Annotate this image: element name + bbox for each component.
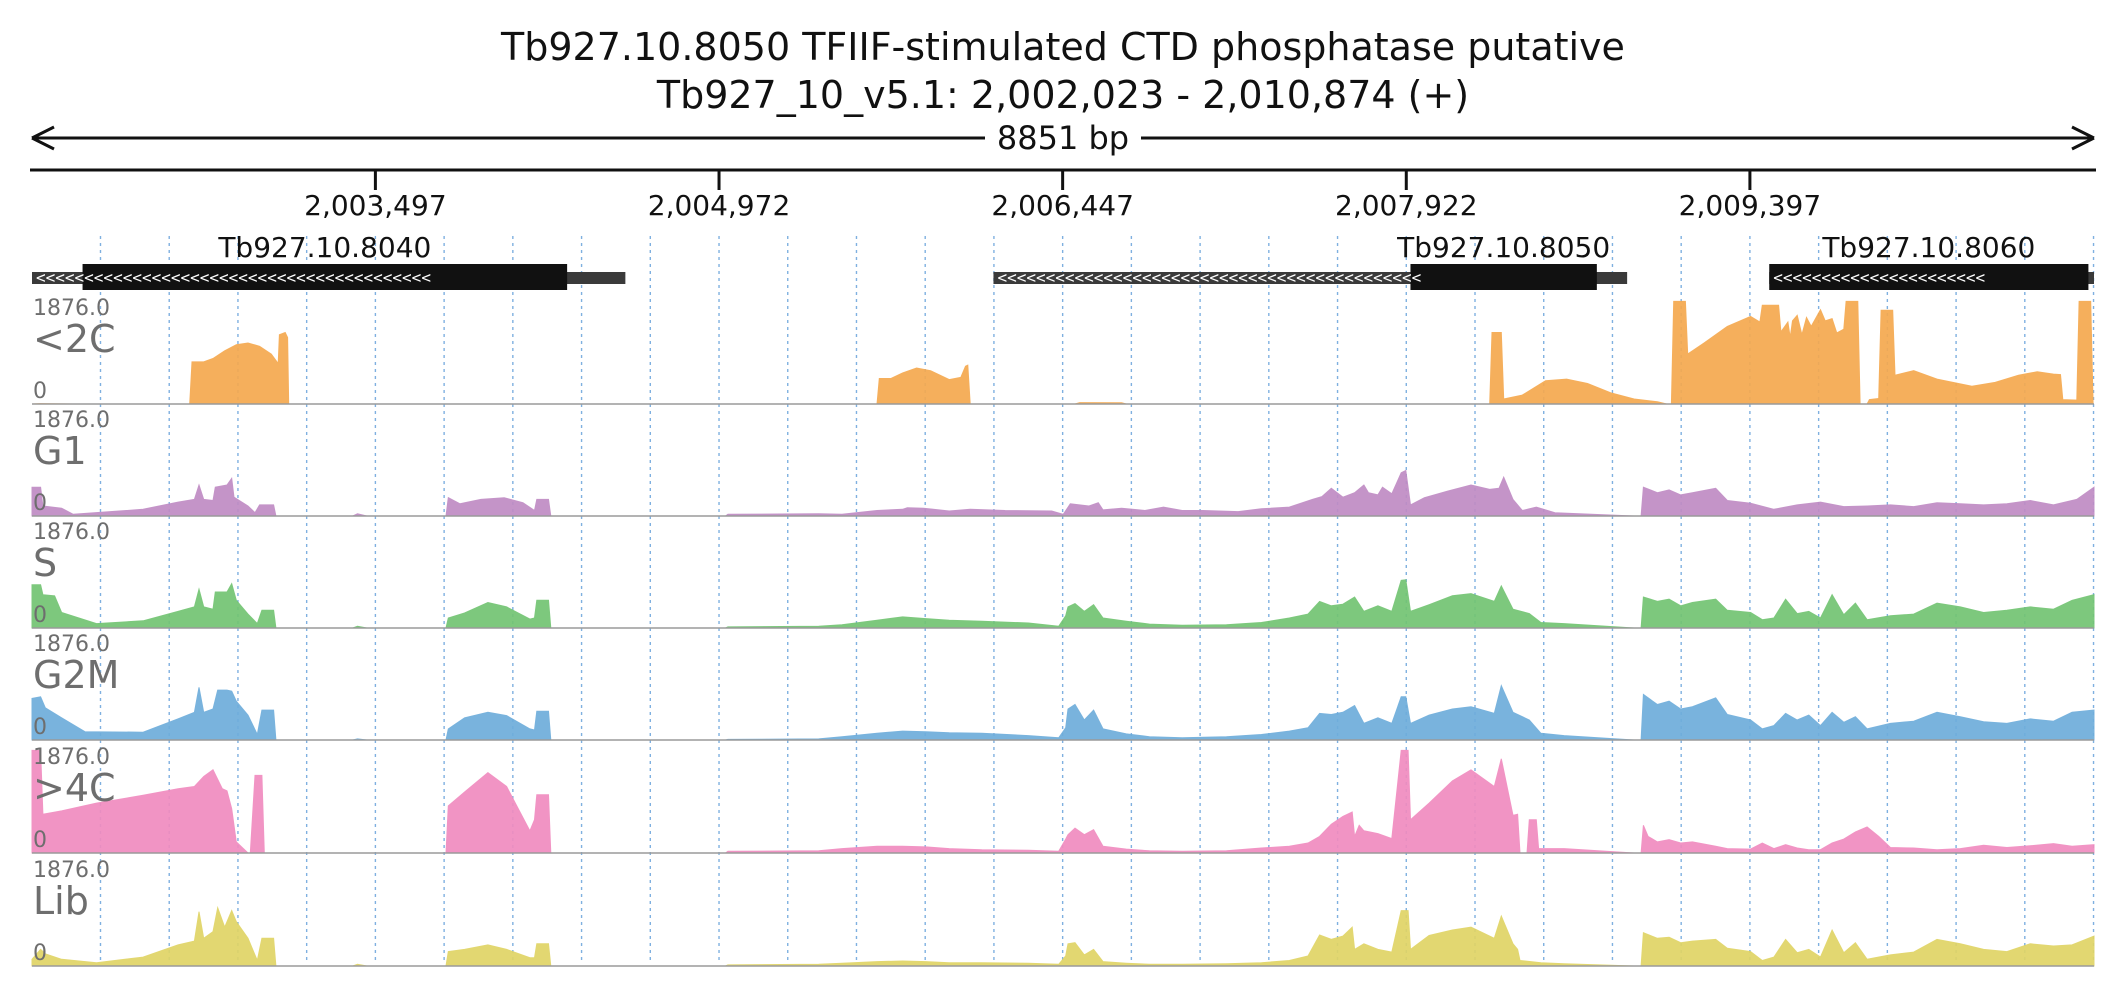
track-ymin: 0 (33, 715, 47, 740)
strand-chevrons: <<<<<<<<<<<<<<<<<<<<<<<<<<<<<<<<<<<<<<<<… (997, 268, 1421, 287)
coverage-area (31, 579, 2095, 629)
coverage-area (31, 749, 2095, 854)
gene-track: <<<<<<<<<<<<<<<<<<<<<<<<<<<<<<<<<<<<<<<<… (32, 231, 2094, 290)
tick-label: 2,004,972 (648, 189, 791, 222)
track-2C: 1876.0 0 <2C (31, 296, 2094, 405)
gene-label: Tb927.10.8050 (1396, 231, 1610, 264)
span-indicator: 8851 bp (31, 119, 2095, 157)
track-S: 1876.0 0 S (31, 520, 2095, 629)
coverage-area (31, 684, 2095, 741)
track-ymin: 0 (33, 941, 47, 966)
track-ymax: 1876.0 (33, 745, 110, 770)
track-ymin: 0 (33, 603, 47, 628)
tick-label: 2,006,447 (991, 189, 1134, 222)
strand-chevrons: <<<<<<<<<<<<<<<<<<<<<<<<<<<<<<<<<<<<<<<<… (36, 268, 431, 287)
track-ymin: 0 (33, 379, 47, 404)
track-Lib: 1876.0 0 Lib (31, 858, 2095, 967)
track-name: >4C (33, 766, 116, 810)
track-name: S (33, 541, 57, 585)
track-ymax: 1876.0 (33, 632, 110, 657)
track-4C: 1876.0 0 >4C (31, 745, 2095, 854)
track-ymin: 0 (33, 491, 47, 516)
gene-cds-bar (1410, 264, 1597, 290)
chart-title: Tb927.10.8050 TFIIF-stimulated CTD phosp… (500, 25, 1625, 69)
tick-label: 2,009,397 (1679, 189, 1822, 222)
coverage-tracks: 1876.00<2C1876.00G11876.00S1876.00G2M187… (31, 296, 2095, 967)
track-name: G2M (33, 653, 119, 697)
gene-cds-bar (1769, 264, 2089, 290)
span-label: 8851 bp (997, 119, 1129, 157)
tick-label: 2,007,922 (1335, 189, 1478, 222)
track-name: <2C (33, 317, 116, 361)
tick-label: 2,003,497 (304, 189, 447, 222)
track-name: Lib (33, 879, 89, 923)
chart-subtitle: Tb927_10_v5.1: 2,002,023 - 2,010,874 (+) (656, 73, 1469, 117)
track-ymax: 1876.0 (33, 520, 110, 545)
span-arrow-left-icon (31, 125, 55, 151)
gene-label: Tb927.10.8040 (217, 231, 431, 264)
span-arrow-right-icon (2071, 125, 2095, 151)
coverage-area (31, 469, 2095, 517)
gene-cds-bar (82, 264, 568, 290)
track-G1: 1876.0 0 G1 (31, 408, 2095, 517)
coverage-area (31, 905, 2095, 967)
track-ymax: 1876.0 (33, 296, 110, 321)
track-name: G1 (33, 429, 87, 473)
track-G2M: 1876.0 0 G2M (31, 632, 2095, 741)
gene-label: Tb927.10.8060 (1821, 231, 2035, 264)
coverage-area (31, 300, 2094, 405)
track-ymax: 1876.0 (33, 408, 110, 433)
coordinate-axis: 2,003,497 2,004,972 2,006,447 2,007,922 2,00… (30, 168, 2096, 222)
track-ymin: 0 (33, 828, 47, 853)
strand-chevrons: <<<<<<<<<<<<<<<<<<<<<< (1773, 268, 1985, 287)
track-ymax: 1876.0 (33, 858, 110, 883)
